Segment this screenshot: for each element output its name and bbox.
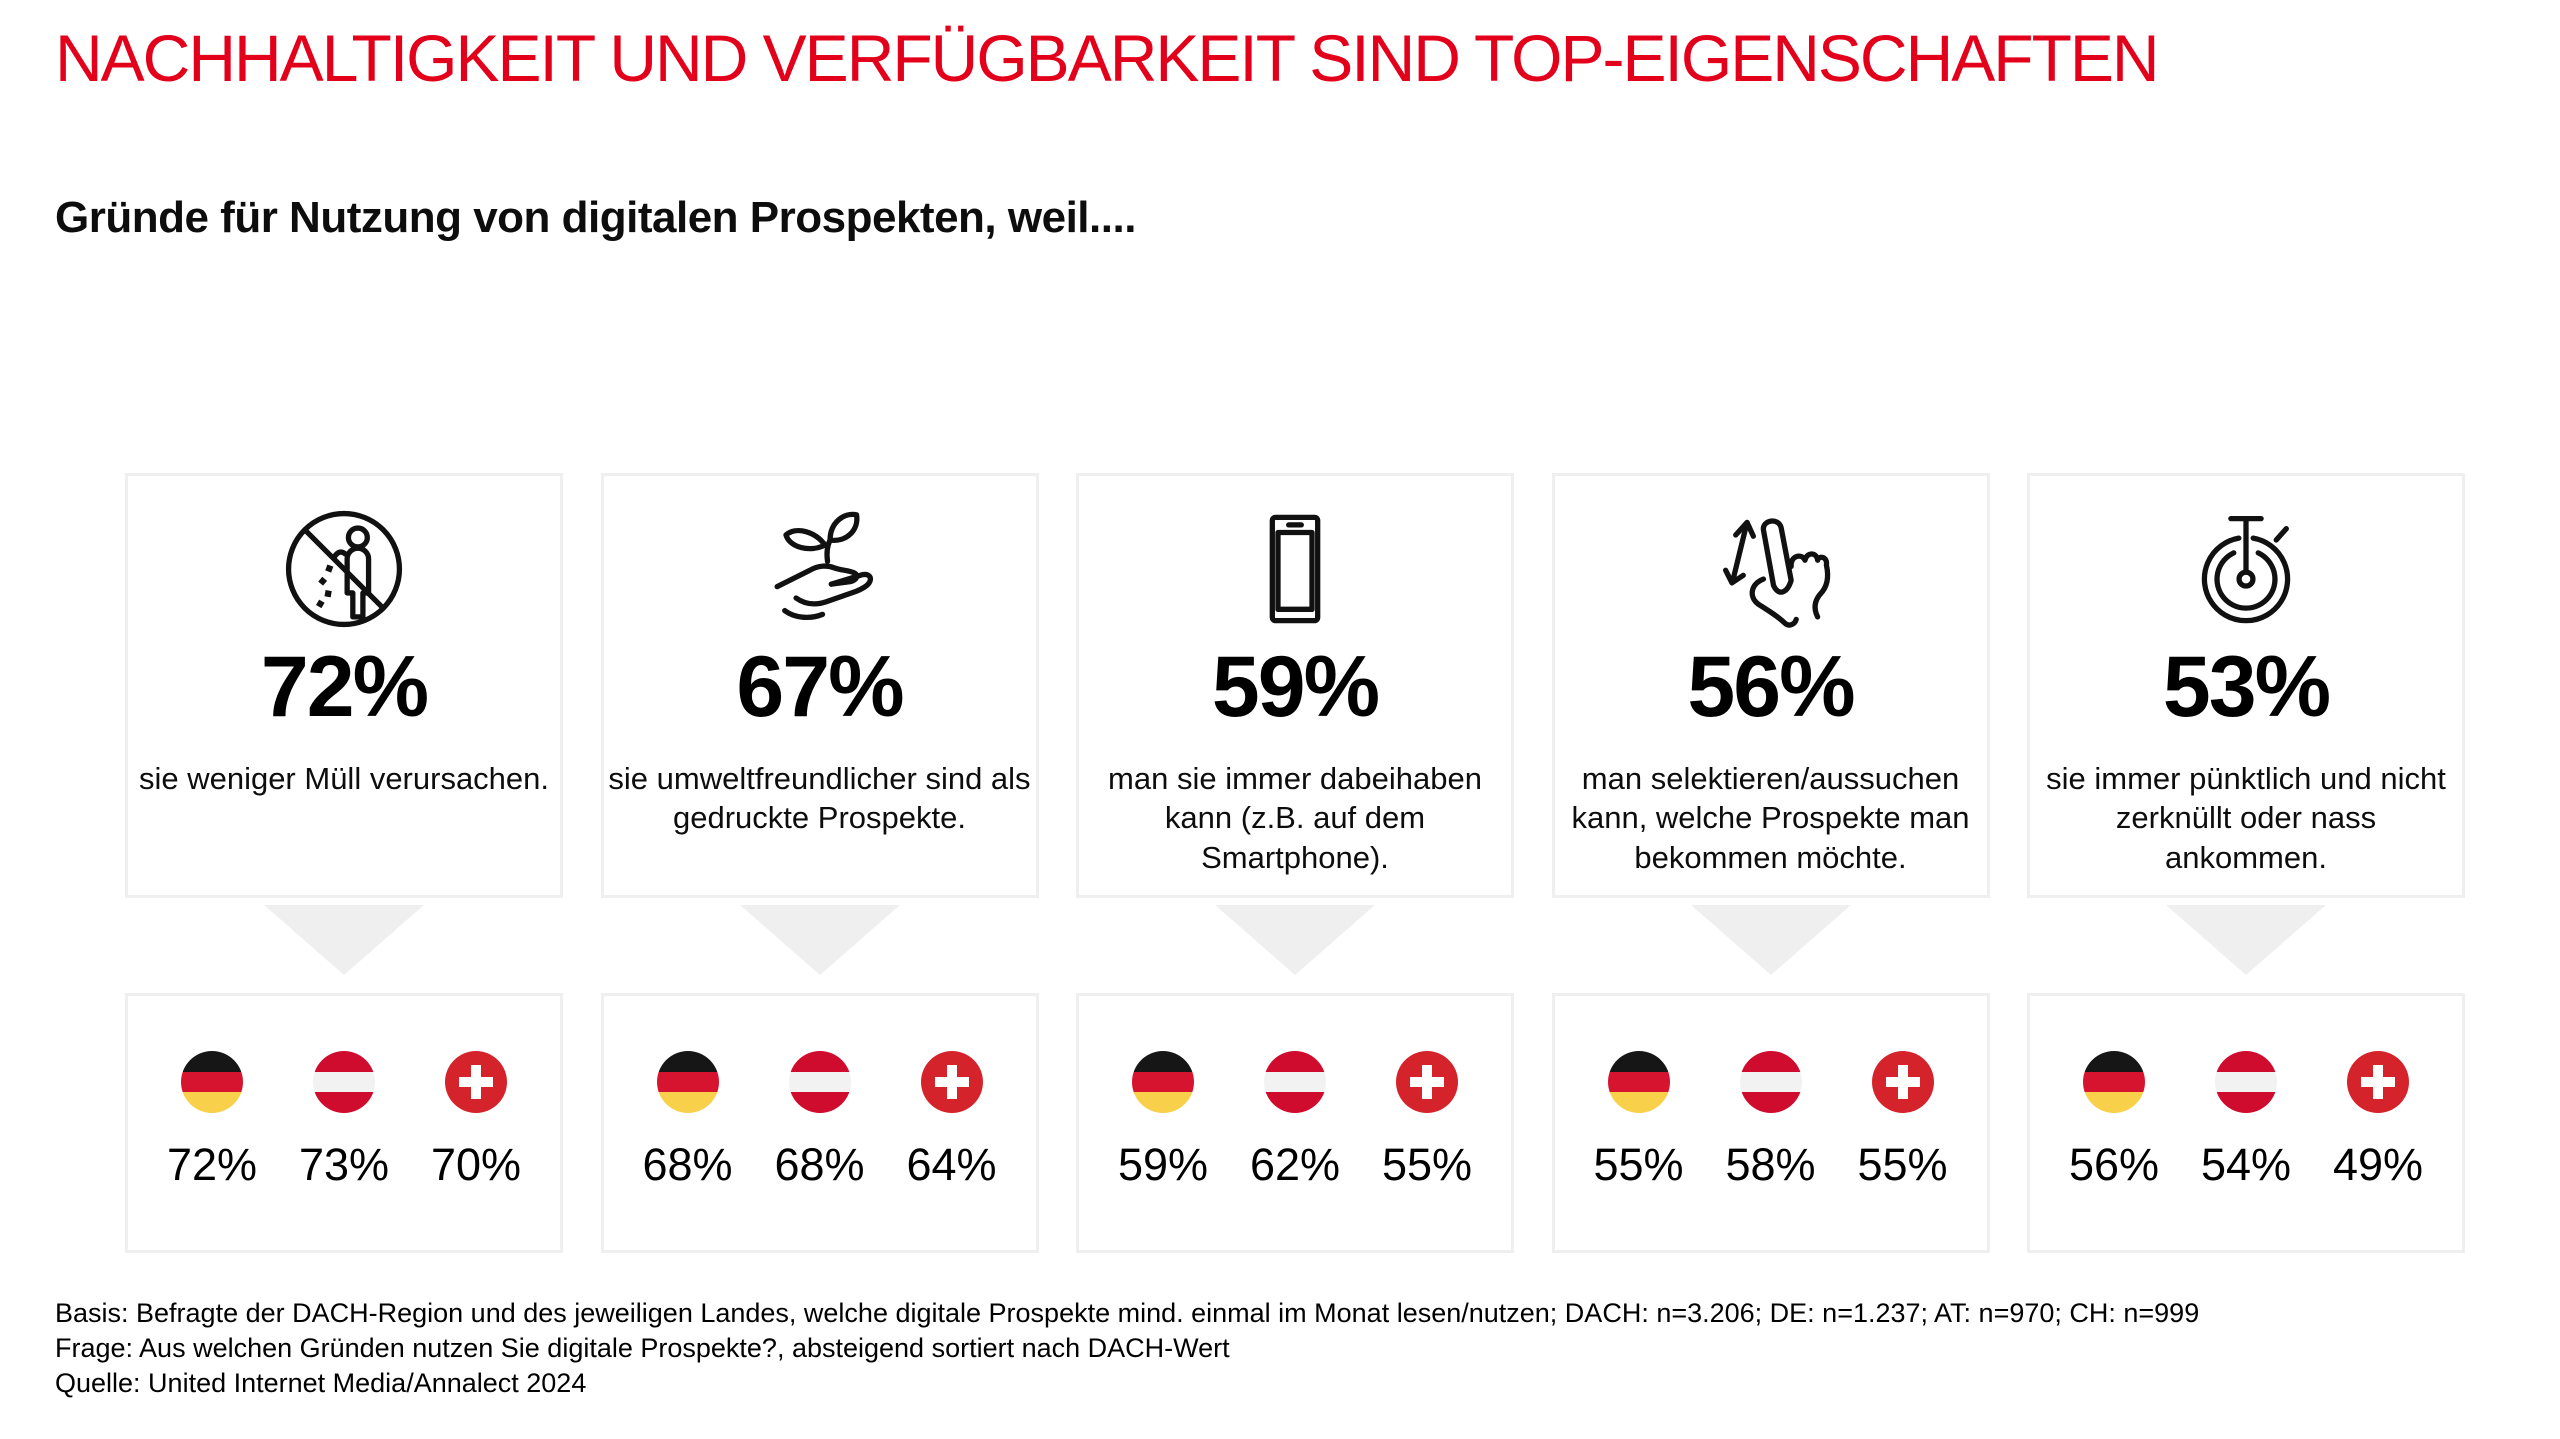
switzerland-percentage: 70% — [430, 1139, 522, 1190]
reason-card: 67% sie umweltfreundlicher sind als gedr… — [600, 473, 1039, 898]
austria-flag-icon — [788, 1051, 851, 1113]
down-arrow — [1215, 905, 1375, 975]
reason-card: 59% man sie immer dabeihaben kann (z.B. … — [1076, 473, 1514, 898]
page-title: NACHHALTIGKEIT UND VERFÜGBARKEIT SIND TO… — [55, 21, 2160, 95]
switzerland-flag-icon — [1396, 1051, 1458, 1113]
country-germany: 56% — [2048, 1051, 2180, 1191]
austria-percentage: 73% — [298, 1139, 390, 1190]
germany-percentage: 55% — [1593, 1139, 1684, 1190]
country-austria: 68% — [754, 1051, 886, 1191]
reason-cards-row: 72% sie weniger Müll verursachen. 72% 73… — [125, 473, 2465, 1253]
dach-percentage: 56% — [1687, 639, 1855, 735]
footer-frage: Frage: Aus welchen Gründen nutzen Sie di… — [55, 1333, 1230, 1363]
switzerland-flag-icon — [445, 1051, 507, 1113]
country-austria: 58% — [1705, 1051, 1837, 1191]
down-arrow — [1690, 905, 1851, 975]
reason-description: sie immer pünktlich und nicht zerknüllt … — [2046, 761, 2446, 875]
down-arrow — [739, 905, 900, 975]
dach-percentage: 59% — [1211, 639, 1380, 735]
country-switzerland: 49% — [2312, 1051, 2444, 1191]
switzerland-percentage: 55% — [1381, 1139, 1473, 1190]
country-breakdown-card: 68% 68% 64% — [600, 993, 1039, 1253]
reason-description: sie umweltfreundlicher sind als gedruckt… — [608, 761, 1031, 836]
reason-description: sie weniger Müll verursachen. — [138, 761, 550, 796]
germany-percentage: 59% — [1117, 1139, 1209, 1190]
switzerland-percentage: 64% — [906, 1139, 997, 1190]
reason-card: 53% sie immer pünktlich und nicht zerknü… — [2027, 473, 2465, 898]
dach-percentage: 53% — [2162, 639, 2331, 735]
reason-card: 72% sie weniger Müll verursachen. — [125, 473, 563, 898]
switzerland-percentage: 55% — [1857, 1139, 1948, 1190]
country-germany: 55% — [1573, 1051, 1705, 1191]
country-germany: 68% — [622, 1051, 754, 1191]
reason-description: man selektieren/aussuchen kann, welche P… — [1571, 761, 1970, 875]
germany-flag-icon — [1607, 1051, 1670, 1113]
no-littering-icon — [128, 506, 560, 634]
germany-flag-icon — [656, 1051, 719, 1113]
switzerland-flag-icon — [1871, 1051, 1934, 1113]
country-germany: 72% — [146, 1051, 278, 1191]
country-breakdown-card: 55% 58% 55% — [1551, 993, 1990, 1253]
country-austria: 62% — [1229, 1051, 1361, 1191]
austria-flag-icon — [2215, 1051, 2277, 1113]
swipe-select-icon — [1555, 506, 1987, 634]
switzerland-flag-icon — [920, 1051, 983, 1113]
country-breakdown-card: 56% 54% 49% — [2027, 993, 2465, 1253]
reason-description: man sie immer dabeihaben kann (z.B. auf … — [1108, 761, 1482, 875]
switzerland-flag-icon — [2347, 1051, 2409, 1113]
austria-percentage: 62% — [1249, 1139, 1341, 1190]
reason-column-puenktlich: 53% sie immer pünktlich und nicht zerknü… — [2027, 473, 2465, 1253]
country-switzerland: 64% — [886, 1051, 1018, 1191]
germany-percentage: 68% — [642, 1139, 733, 1190]
germany-flag-icon — [181, 1051, 243, 1113]
germany-percentage: 72% — [166, 1139, 258, 1190]
footer-basis: Basis: Befragte der DACH-Region und des … — [55, 1298, 2200, 1328]
germany-flag-icon — [2083, 1051, 2145, 1113]
reason-column-muell: 72% sie weniger Müll verursachen. 72% 73… — [125, 473, 563, 1253]
austria-percentage: 54% — [2200, 1139, 2292, 1190]
country-switzerland: 70% — [410, 1051, 542, 1191]
footer-notes: Basis: Befragte der DACH-Region und des … — [55, 1296, 2199, 1401]
country-switzerland: 55% — [1361, 1051, 1493, 1191]
reason-column-dabeihaben: 59% man sie immer dabeihaben kann (z.B. … — [1076, 473, 1514, 1253]
down-arrow — [264, 905, 424, 975]
country-germany: 59% — [1097, 1051, 1229, 1191]
switzerland-percentage: 49% — [2332, 1139, 2424, 1190]
austria-percentage: 58% — [1725, 1139, 1816, 1190]
down-arrow — [2166, 905, 2326, 975]
country-austria: 54% — [2180, 1051, 2312, 1191]
austria-flag-icon — [313, 1051, 375, 1113]
austria-flag-icon — [1264, 1051, 1326, 1113]
hand-sprout-icon — [604, 506, 1036, 634]
smartphone-icon — [1079, 506, 1511, 634]
dach-percentage: 67% — [736, 639, 904, 735]
country-switzerland: 55% — [1837, 1051, 1969, 1191]
austria-flag-icon — [1739, 1051, 1802, 1113]
reason-card: 56% man selektieren/aussuchen kann, welc… — [1551, 473, 1990, 898]
stopwatch-icon — [2030, 506, 2462, 634]
footer-quelle: Quelle: United Internet Media/Annalect 2… — [55, 1368, 587, 1398]
reason-column-selektieren: 56% man selektieren/aussuchen kann, welc… — [1551, 473, 1990, 1253]
germany-flag-icon — [1132, 1051, 1194, 1113]
country-breakdown-card: 72% 73% 70% — [125, 993, 563, 1253]
germany-percentage: 56% — [2068, 1139, 2160, 1190]
page-subtitle: Gründe für Nutzung von digitalen Prospek… — [55, 193, 1136, 242]
country-breakdown-card: 59% 62% 55% — [1076, 993, 1514, 1253]
reason-column-umwelt: 67% sie umweltfreundlicher sind als gedr… — [600, 473, 1039, 1253]
country-austria: 73% — [278, 1051, 410, 1191]
dach-percentage: 72% — [260, 639, 429, 735]
austria-percentage: 68% — [774, 1139, 865, 1190]
